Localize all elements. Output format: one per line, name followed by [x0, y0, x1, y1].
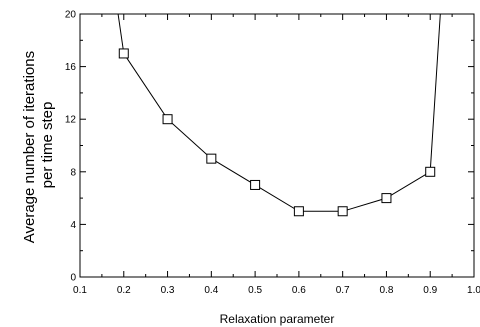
- y-tick-label: 0: [70, 273, 76, 284]
- x-tick-label: 0.1: [73, 285, 87, 296]
- x-axis-title: Relaxation parameter: [220, 312, 335, 326]
- x-tick-label: 0.6: [292, 285, 306, 296]
- x-tick-label: 0.8: [379, 285, 393, 296]
- y-tick-label: 8: [70, 167, 76, 178]
- y-tick-label: 4: [70, 220, 76, 231]
- data-point-marker: [250, 179, 261, 190]
- data-point-marker: [337, 206, 348, 217]
- x-tick-label: 0.2: [117, 285, 131, 296]
- series-markers: [118, 48, 436, 217]
- x-tick-label: 0.7: [336, 285, 350, 296]
- x-tick-label: 0.3: [161, 285, 175, 296]
- data-point-marker: [425, 166, 436, 177]
- x-tick-label: 1.0: [467, 285, 480, 296]
- x-tick-label: 0.5: [248, 285, 262, 296]
- x-tick-label: 0.9: [423, 285, 437, 296]
- x-tick-label: 0.4: [204, 285, 218, 296]
- data-point-marker: [118, 48, 129, 59]
- plot-frame: [79, 13, 475, 278]
- data-point-marker: [206, 153, 217, 164]
- y-axis-title-line-1: Average number of iterations: [21, 51, 38, 243]
- y-axis-title: Average number of iterations per time st…: [21, 47, 56, 244]
- y-tick-label: 16: [65, 62, 77, 73]
- y-tick-label: 20: [65, 10, 77, 21]
- axis-tick-labels: 0.1 0.2 0.3 0.4 0.5 0.6 0.7 0.8 0.9 1.0 0 4 8 12 16 20: [65, 10, 480, 297]
- data-point-marker: [293, 206, 304, 217]
- data-point-marker: [162, 114, 173, 125]
- y-axis-title-line-2: per time step: [39, 102, 56, 189]
- y-tick-label: 12: [65, 115, 77, 126]
- series-line: [117, 14, 441, 212]
- axis-ticks: [79, 13, 475, 278]
- data-point-marker: [381, 193, 392, 204]
